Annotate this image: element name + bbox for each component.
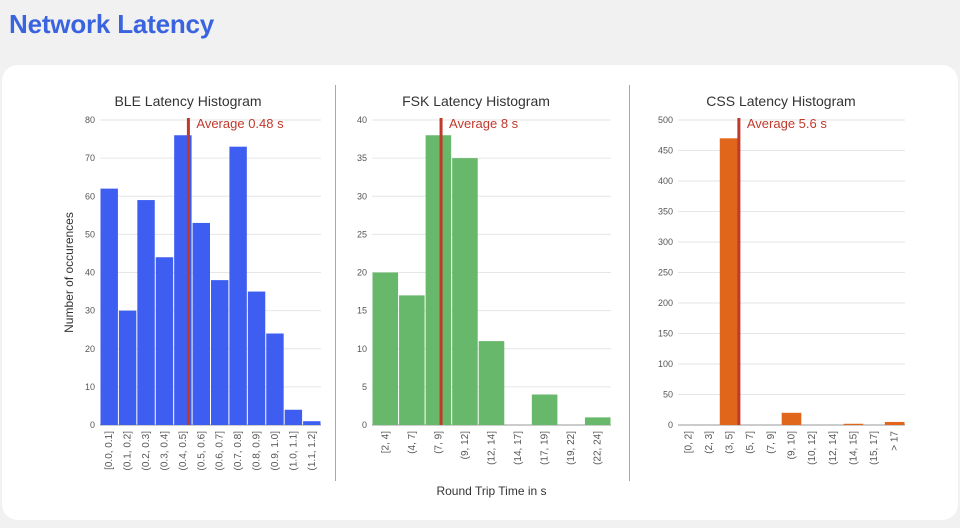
fsk-y-tick-label: 0	[362, 420, 367, 430]
css-x-tick-label: > 17	[890, 431, 901, 451]
ble-x-tick-label: (0.8, 0.9]	[252, 431, 263, 471]
ble-bar	[100, 188, 118, 425]
ble-x-tick-label: (1.1, 1.2]	[307, 431, 318, 471]
ble-x-tick-label: [0.0, 0.1]	[104, 431, 115, 470]
css-x-tick-label: (12, 14]	[828, 431, 839, 465]
ble-y-tick-label: 80	[85, 115, 95, 125]
ble-y-tick-label: 10	[85, 382, 95, 392]
ble-histogram: 0 10 20 30 40 50 60 70 80 [0.0, 0.1] (0.1, 0.2] (0.…	[62, 93, 321, 470]
css-y-tick-label: 450	[658, 146, 673, 156]
css-bar	[719, 138, 740, 426]
ble-bar	[155, 257, 174, 425]
ble-y-tick-label: 60	[85, 191, 95, 201]
css-bar	[884, 421, 905, 425]
fsk-bar	[452, 158, 478, 425]
css-x-tick-label: [0, 2]	[683, 431, 694, 453]
fsk-x-tick-label: (14, 17]	[513, 431, 524, 465]
fsk-average-label: Average 8 s	[449, 116, 519, 131]
fsk-bar	[425, 135, 452, 425]
css-x-tick-label: (2, 3]	[704, 431, 715, 454]
charts-card: 0 10 20 30 40 50 60 70 80 [0.0, 0.1] (0.1, 0.2] (0.…	[2, 65, 958, 520]
css-chart-title: CSS Latency Histogram	[706, 93, 855, 109]
ble-bar	[266, 333, 284, 425]
fsk-y-tick-label: 15	[357, 306, 367, 316]
css-x-tick-label: (7, 9]	[766, 431, 777, 454]
fsk-bar	[478, 341, 505, 425]
ble-x-tick-label: (0.1, 0.2]	[123, 431, 134, 471]
css-average-label: Average 5.6 s	[747, 116, 827, 131]
fsk-x-tick-label: (12, 14]	[487, 431, 498, 465]
css-x-tick-label: (14, 15]	[848, 431, 859, 465]
css-x-tick-label: (15, 17]	[869, 431, 880, 465]
ble-x-tick-label: (0.5, 0.6]	[196, 431, 207, 471]
ble-x-tick-label: (1.0, 1.1]	[288, 431, 299, 471]
css-x-tick-label: (3, 5]	[725, 431, 736, 454]
css-y-tick-label: 50	[663, 390, 673, 400]
css-y-tick-label: 200	[658, 298, 673, 308]
css-y-tick-label: 500	[658, 115, 673, 125]
fsk-x-tick-label: (17, 19]	[540, 431, 551, 465]
css-x-tick-label: (10, 12]	[807, 431, 818, 465]
ble-x-tick-label: (0.3, 0.4]	[159, 431, 170, 471]
ble-bar	[284, 409, 303, 425]
fsk-x-tick-label: (19, 22]	[566, 431, 577, 465]
fsk-histogram: 0 5 10 15 20 25 30 35 40 [2, 4] (4, 7] (7, 9] (9, 12…	[357, 93, 611, 498]
css-y-tick-label: 100	[658, 359, 673, 369]
css-y-tick-label: 250	[658, 268, 673, 278]
fsk-x-tick-label: (7, 9]	[433, 431, 444, 454]
ble-y-axis-label: Number of occurences	[62, 212, 76, 333]
ble-y-tick-label: 50	[85, 229, 95, 239]
ble-chart-title: BLE Latency Histogram	[114, 93, 261, 109]
ble-y-tick-label: 40	[85, 268, 95, 278]
fsk-chart-title: FSK Latency Histogram	[402, 93, 550, 109]
css-y-tick-label: 0	[668, 420, 673, 430]
ble-bar	[192, 222, 210, 425]
divider-right	[629, 85, 630, 481]
ble-y-tick-label: 30	[85, 306, 95, 316]
css-y-tick-label: 350	[658, 207, 673, 217]
css-x-tick-label: (5, 7]	[745, 431, 756, 454]
ble-bar	[303, 421, 321, 425]
ble-x-tick-label: (0.2, 0.3]	[141, 431, 152, 471]
fsk-y-tick-label: 35	[357, 153, 367, 163]
ble-y-tick-label: 0	[90, 420, 95, 430]
page-title: Network Latency	[9, 9, 215, 39]
fsk-y-tick-label: 10	[357, 344, 367, 354]
fsk-y-tick-label: 5	[362, 382, 367, 392]
ble-y-tick-label: 70	[85, 153, 95, 163]
ble-x-tick-label: (0.9, 1.0]	[270, 431, 281, 471]
fsk-bar	[531, 394, 558, 425]
css-y-tick-label: 400	[658, 176, 673, 186]
ble-bar	[229, 146, 247, 425]
fsk-x-tick-label: (9, 12]	[460, 431, 471, 460]
divider-left	[335, 85, 336, 481]
fsk-x-tick-label: [2, 4]	[380, 431, 391, 453]
ble-bar	[137, 200, 155, 425]
css-bar	[843, 423, 864, 425]
css-x-tick-label: (9, 10]	[787, 431, 798, 460]
ble-average-label: Average 0.48 s	[196, 116, 284, 131]
ble-y-tick-label: 20	[85, 344, 95, 354]
css-histogram: 0 50 100 150 200 250 300 350 400 450 500 [0, 2] (2, …	[658, 93, 905, 465]
fsk-bar	[399, 295, 425, 425]
ble-x-tick-label: (0.7, 0.8]	[233, 431, 244, 471]
fsk-y-tick-label: 40	[357, 115, 367, 125]
css-y-tick-label: 150	[658, 329, 673, 339]
fsk-x-axis-label: Round Trip Time in s	[436, 484, 546, 498]
fsk-y-tick-label: 25	[357, 229, 367, 239]
ble-x-tick-label: (0.6, 0.7]	[215, 431, 226, 471]
fsk-y-tick-label: 20	[357, 268, 367, 278]
ble-x-tick-label: (0.4, 0.5]	[178, 431, 189, 471]
fsk-x-tick-label: (4, 7]	[407, 431, 418, 454]
fsk-y-tick-label: 30	[357, 191, 367, 201]
fsk-x-tick-label: (22, 24]	[593, 431, 604, 465]
css-y-tick-label: 300	[658, 237, 673, 247]
ble-bar	[118, 310, 137, 425]
ble-bar	[211, 280, 229, 425]
css-bar	[781, 412, 802, 425]
ble-bar	[247, 291, 266, 425]
fsk-bar	[584, 417, 611, 425]
fsk-bar	[372, 272, 399, 425]
